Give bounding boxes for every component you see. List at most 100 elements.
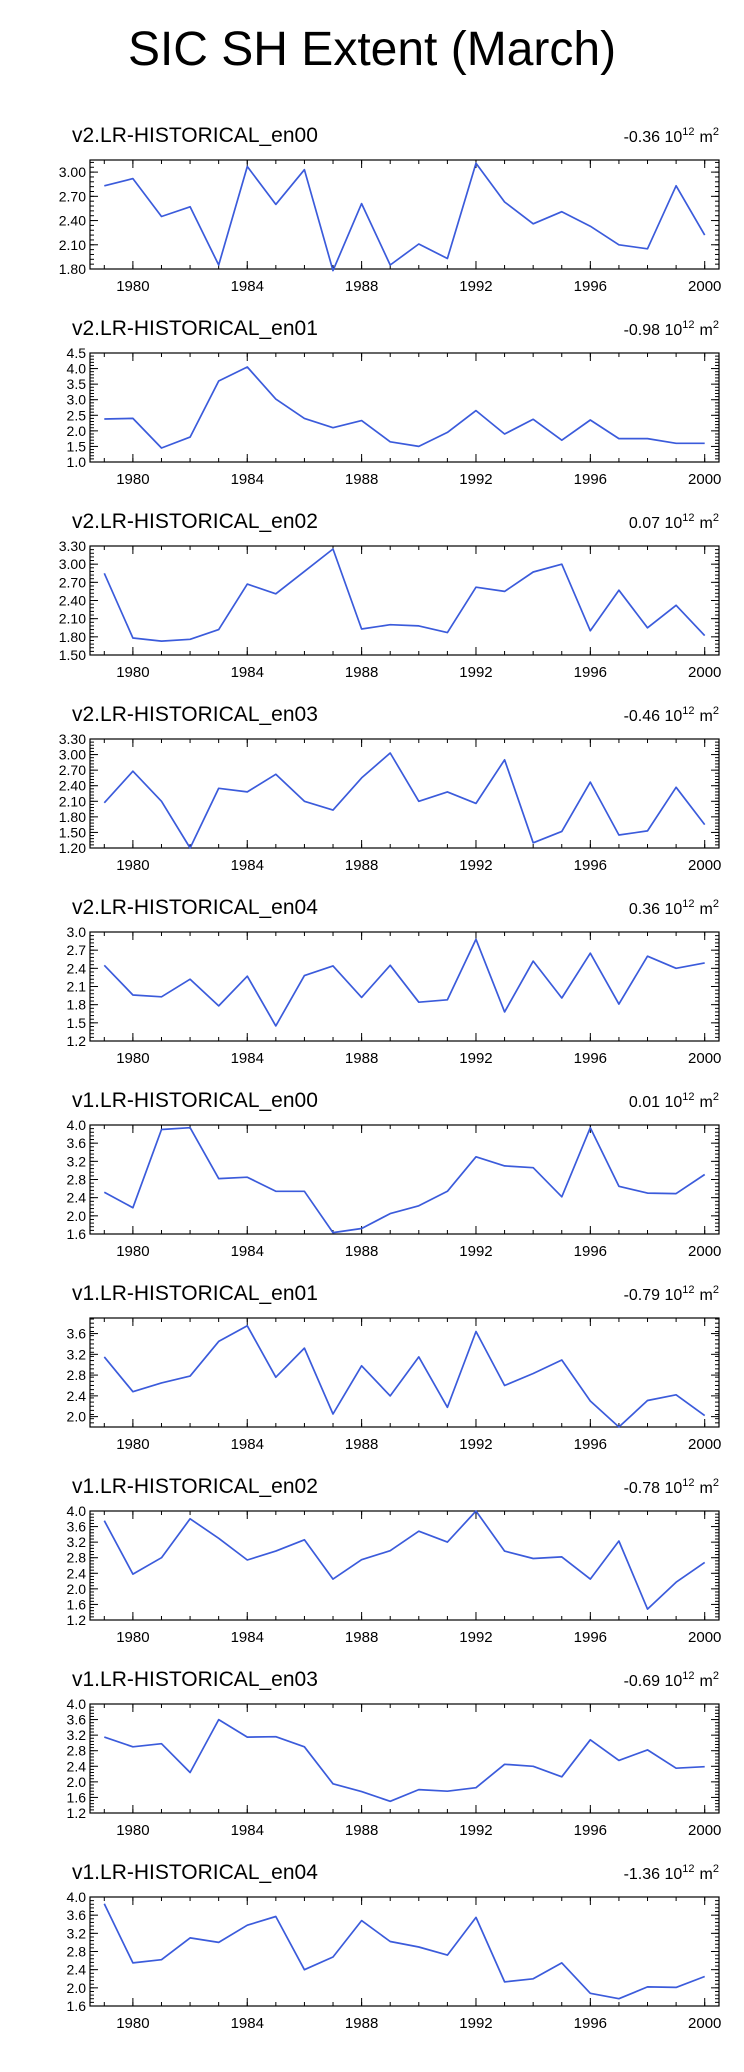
x-tick-label: 2000 [688, 471, 721, 488]
chart-panel: v1.LR-HISTORICAL_en00 0.01 1012 m2 1980 1984… [67, 1089, 722, 1260]
panel-title: v2.LR-HISTORICAL_en04 [72, 896, 318, 919]
x-tick-label: 1984 [231, 1050, 264, 1067]
x-tick-label: 1992 [459, 1243, 492, 1260]
y-tick-label: 2.0 [67, 1581, 87, 1597]
y-tick-label: 2.70 [59, 574, 86, 590]
x-tick-label: 1996 [574, 278, 607, 295]
x-tick-label: 1992 [459, 471, 492, 488]
chart-panel: v1.LR-HISTORICAL_en01 -0.79 1012 m2 1980 198… [67, 1282, 722, 1453]
y-tick-label: 2.4 [67, 1758, 87, 1774]
trend-label: -0.36 1012 m2 [624, 126, 719, 146]
trend-value: -0.69 10 [624, 1673, 683, 1690]
x-tick-label: 1984 [231, 2015, 264, 2032]
y-tick-label: 1.5 [67, 438, 87, 454]
trend-label: -1.36 1012 m2 [624, 1863, 719, 1883]
x-tick-label: 1988 [345, 278, 378, 295]
x-tick-label: 1992 [459, 664, 492, 681]
x-tick-label: 1988 [345, 664, 378, 681]
x-tick-label: 1984 [231, 278, 264, 295]
trend-unit-exponent: 2 [713, 898, 719, 910]
chart-panel: v1.LR-HISTORICAL_en02 -0.78 1012 m2 1980 198… [67, 1475, 722, 1646]
y-tick-label: 2.10 [59, 237, 86, 253]
y-tick-label: 4.5 [67, 345, 87, 361]
y-tick-label: 1.5 [67, 1015, 87, 1031]
y-tick-label: 2.4 [67, 960, 87, 976]
x-tick-label: 1984 [231, 471, 264, 488]
x-tick-label: 1984 [231, 1629, 264, 1646]
x-tick-label: 1992 [459, 857, 492, 874]
trend-exponent: 12 [682, 319, 694, 331]
y-tick-label: 3.30 [59, 538, 86, 554]
trend-label: -0.46 1012 m2 [624, 705, 719, 725]
trend-unit-exponent: 2 [713, 1284, 719, 1296]
x-tick-label: 1980 [116, 1050, 149, 1067]
chart-panel: v2.LR-HISTORICAL_en03 -0.46 1012 m2 1980 198… [59, 703, 722, 874]
x-tick-label: 1992 [459, 278, 492, 295]
y-tick-label: 2.40 [59, 593, 86, 609]
trend-unit-exponent: 2 [713, 1670, 719, 1682]
trend-unit: m [700, 901, 713, 918]
y-tick-label: 2.8 [67, 1367, 87, 1383]
plot-frame [89, 1703, 720, 1814]
y-tick-label: 1.20 [59, 840, 86, 856]
y-tick-label: 3.2 [67, 1534, 87, 1550]
y-tick-label: 4.0 [67, 1117, 87, 1133]
series-line [103, 1510, 706, 1610]
x-tick-label: 1996 [574, 471, 607, 488]
y-tick-label: 4.0 [67, 1503, 87, 1519]
page-title: SIC SH Extent (March) [127, 23, 617, 76]
chart-panel: v1.LR-HISTORICAL_en03 -0.69 1012 m2 1980 198… [67, 1668, 722, 1839]
trend-unit: m [700, 1480, 713, 1497]
x-tick-label: 2000 [688, 1629, 721, 1646]
y-tick-label: 3.00 [59, 556, 86, 572]
plot-frame [89, 1317, 720, 1428]
x-tick-label: 1996 [574, 1436, 607, 1453]
x-tick-label: 1988 [345, 1629, 378, 1646]
x-tick-label: 1980 [116, 1436, 149, 1453]
y-tick-label: 2.4 [67, 1388, 87, 1404]
plot-frame [89, 545, 720, 656]
y-tick-label: 1.8 [67, 997, 87, 1013]
y-tick-label: 2.1 [67, 979, 87, 995]
trend-unit: m [700, 1673, 713, 1690]
plot-frame [89, 1124, 720, 1235]
y-tick-label: 1.80 [59, 629, 86, 645]
x-tick-label: 1992 [459, 1822, 492, 1839]
series-line [103, 548, 706, 642]
x-tick-label: 1984 [231, 857, 264, 874]
trend-value: -0.98 10 [624, 322, 683, 339]
trend-unit: m [700, 129, 713, 146]
trend-exponent: 12 [682, 898, 694, 910]
x-tick-label: 1980 [116, 857, 149, 874]
y-tick-label: 3.5 [67, 376, 87, 392]
x-tick-label: 2000 [688, 857, 721, 874]
y-tick-label: 2.0 [67, 423, 87, 439]
y-tick-label: 1.50 [59, 647, 86, 663]
trend-unit: m [700, 1094, 713, 1111]
x-tick-label: 1980 [116, 1822, 149, 1839]
trend-unit-exponent: 2 [713, 512, 719, 524]
trend-exponent: 12 [682, 126, 694, 138]
y-tick-label: 2.4 [67, 1962, 87, 1978]
trend-value: -0.36 10 [624, 129, 683, 146]
trend-exponent: 12 [682, 1091, 694, 1103]
x-tick-label: 2000 [688, 278, 721, 295]
y-tick-label: 1.0 [67, 454, 87, 470]
y-tick-label: 2.40 [59, 778, 86, 794]
panel-title: v1.LR-HISTORICAL_en00 [72, 1089, 318, 1112]
y-tick-label: 1.6 [67, 1998, 87, 2014]
x-tick-label: 1980 [116, 1243, 149, 1260]
y-tick-label: 3.6 [67, 1712, 87, 1728]
x-tick-label: 1984 [231, 1436, 264, 1453]
y-tick-label: 3.6 [67, 1519, 87, 1535]
trend-value: 0.36 10 [629, 901, 682, 918]
y-tick-label: 3.2 [67, 1727, 87, 1743]
x-tick-label: 2000 [688, 2015, 721, 2032]
y-tick-label: 2.4 [67, 1565, 87, 1581]
y-tick-label: 2.70 [59, 762, 86, 778]
y-tick-label: 2.4 [67, 1190, 87, 1206]
trend-unit: m [700, 515, 713, 532]
y-tick-label: 1.6 [67, 1789, 87, 1805]
trend-unit: m [700, 322, 713, 339]
